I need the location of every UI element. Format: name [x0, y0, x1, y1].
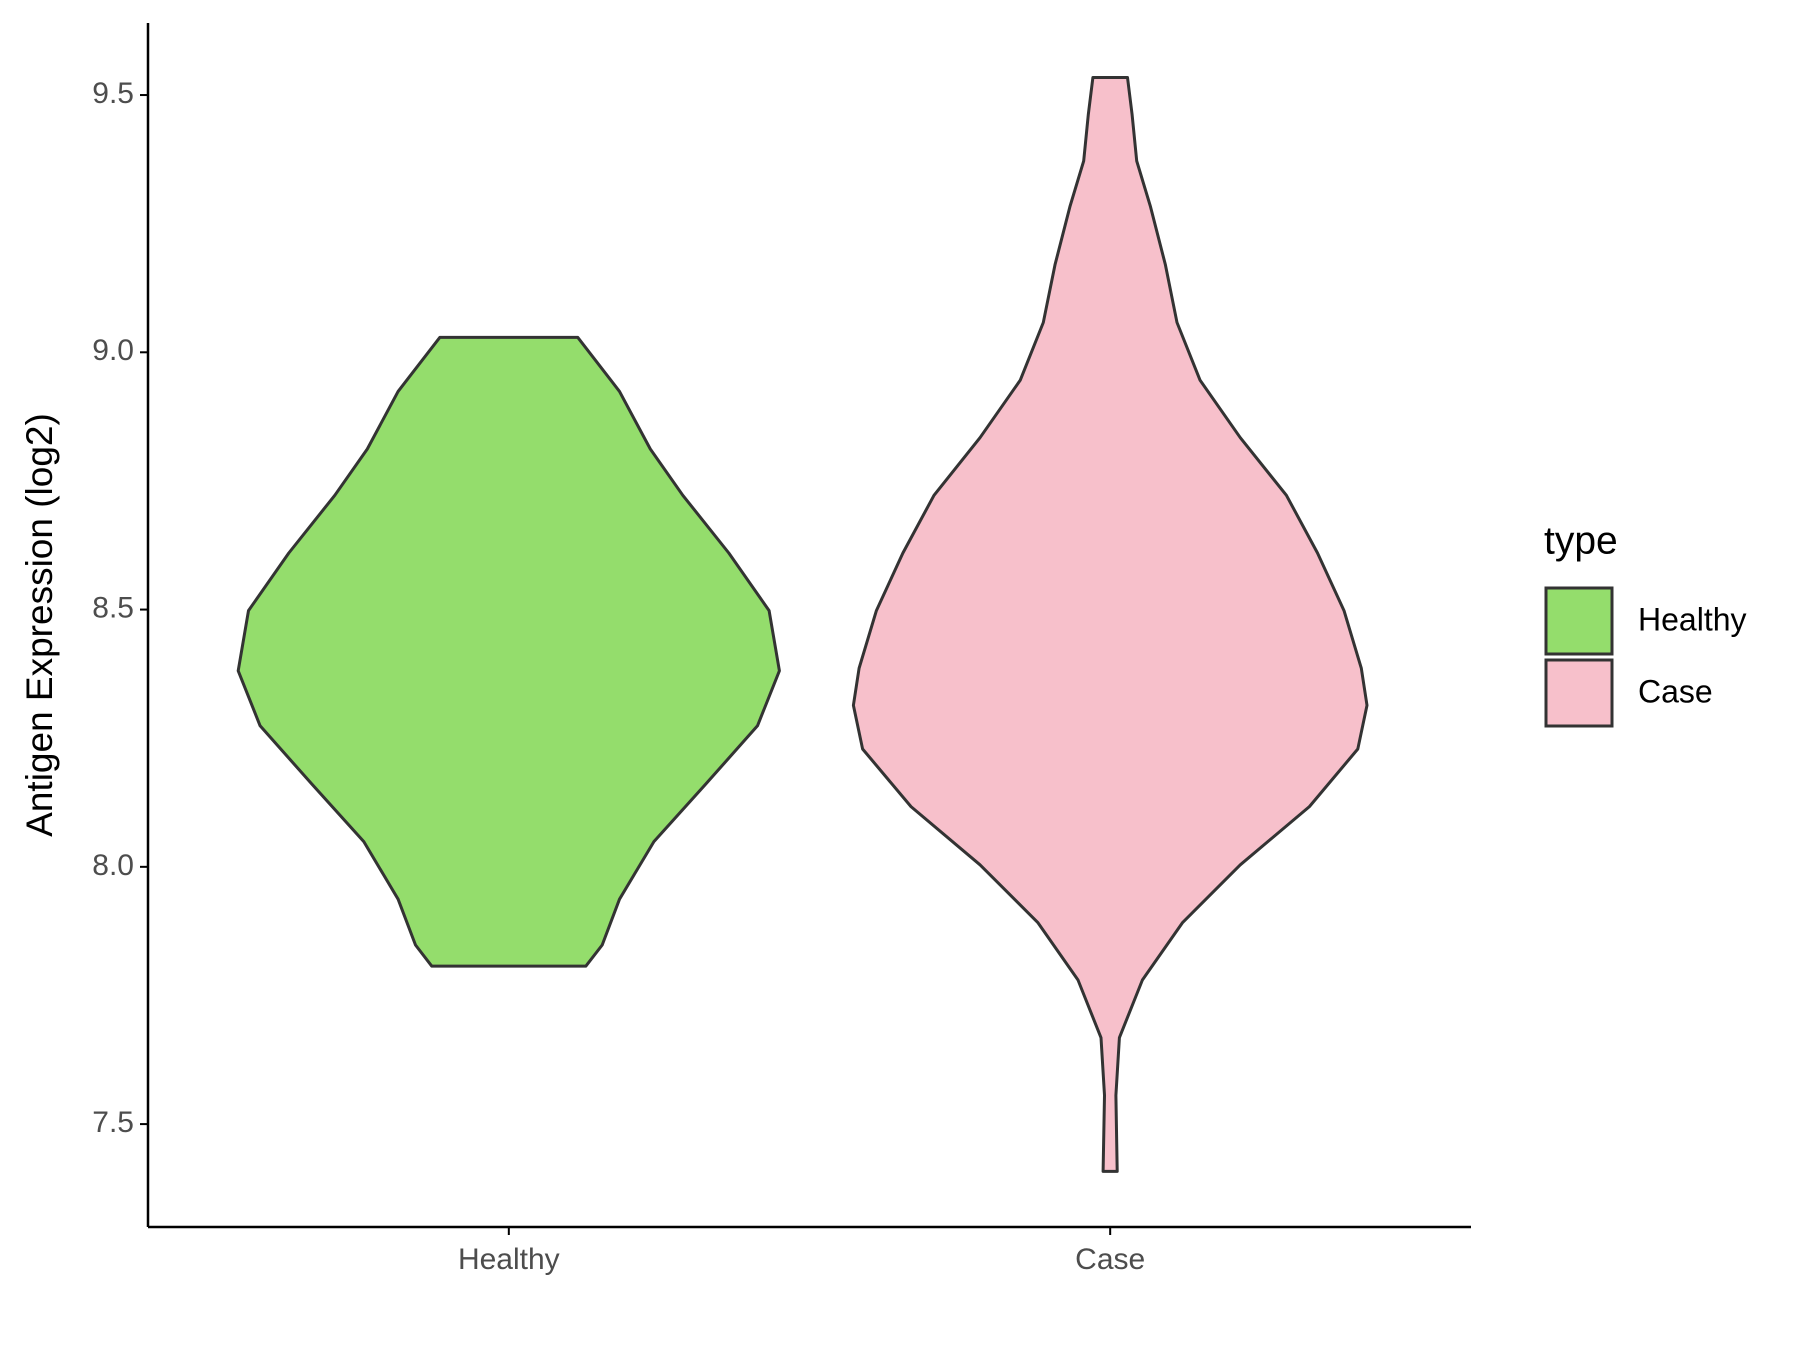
- y-tick-label: 8.0: [92, 849, 134, 882]
- y-axis-title: Antigen Expression (log2): [19, 413, 60, 837]
- y-tick-label: 9.5: [92, 77, 134, 110]
- x-tick-label: Case: [1075, 1243, 1145, 1276]
- violin: [851, 76, 1369, 1173]
- y-tick-label: 9.0: [92, 334, 134, 367]
- legend-label: Healthy: [1638, 601, 1747, 637]
- legend-key: [1544, 586, 1614, 656]
- x-tick-label: Healthy: [458, 1243, 560, 1276]
- y-tick-label: 7.5: [92, 1106, 134, 1139]
- y-tick-label: 8.5: [92, 591, 134, 624]
- violin: [236, 335, 781, 968]
- legend-key: [1544, 658, 1614, 728]
- legend-title: type: [1544, 519, 1618, 562]
- legend-label: Case: [1638, 673, 1713, 709]
